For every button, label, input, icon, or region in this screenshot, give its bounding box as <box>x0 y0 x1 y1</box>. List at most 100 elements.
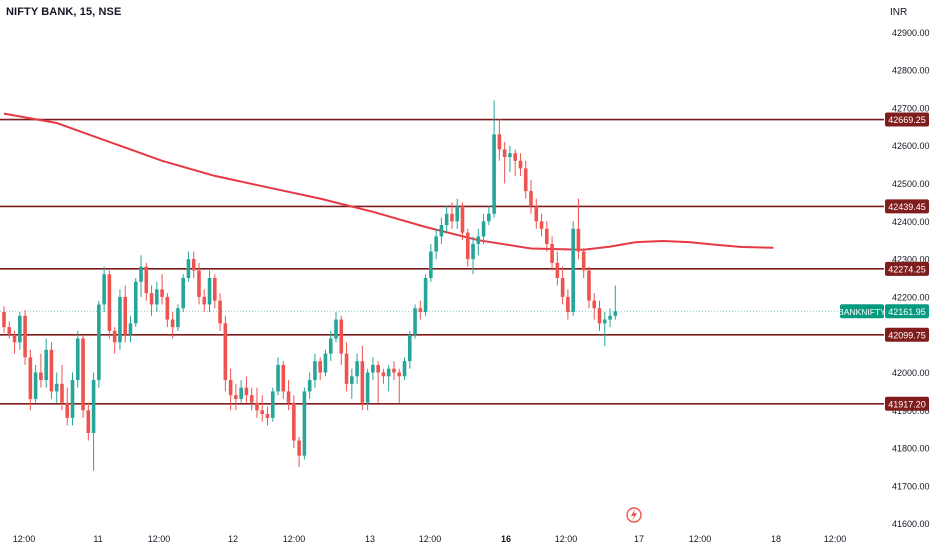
candle-body <box>112 330 117 343</box>
candle-body <box>560 278 565 297</box>
candle-body <box>281 364 286 392</box>
level-price-tag <box>885 112 929 127</box>
candle-body <box>81 338 85 411</box>
candle-body <box>144 266 149 294</box>
candle-body <box>418 308 423 313</box>
lightning-icon[interactable] <box>626 507 642 523</box>
symbol-title: NIFTY BANK, 15, NSE <box>6 6 122 18</box>
candle-body <box>376 364 380 373</box>
candle-body <box>176 308 180 328</box>
candle-body <box>33 372 38 399</box>
y-tick-label: 41800.00 <box>892 444 930 454</box>
level-price-tag <box>885 199 929 214</box>
candle-body <box>381 372 386 377</box>
level-price-label: 42439.45 <box>888 202 926 212</box>
candle-body <box>207 278 212 305</box>
candle-body <box>407 334 412 362</box>
candle-body <box>355 361 359 377</box>
candle-body <box>471 243 475 260</box>
candle-body <box>460 206 465 233</box>
candle-body <box>508 153 512 158</box>
candle-body <box>392 368 396 373</box>
candle-body <box>265 414 270 418</box>
candle-body <box>339 319 344 354</box>
y-tick-label: 41600.00 <box>892 519 930 529</box>
candle-body <box>302 391 307 456</box>
y-tick-label: 42300.00 <box>892 255 930 265</box>
candle-body <box>12 334 17 343</box>
candle-body <box>492 134 496 214</box>
candle-body <box>18 315 22 343</box>
level-price-label: 42274.25 <box>888 264 926 274</box>
candle-body <box>545 228 549 244</box>
level-price-tag <box>885 327 929 342</box>
candle-body <box>202 296 207 305</box>
candle-body <box>7 327 12 335</box>
level-price-tag <box>885 261 929 276</box>
candle-body <box>123 296 128 335</box>
candle-body <box>54 383 59 392</box>
candle-body <box>386 368 391 377</box>
candle-body <box>576 228 581 252</box>
candle-body <box>608 315 612 320</box>
candle-body <box>397 372 402 377</box>
candle-body <box>429 251 433 278</box>
candle-body <box>328 338 333 354</box>
candle-body <box>239 387 243 399</box>
candle-body <box>444 213 449 226</box>
candle-body <box>49 349 54 392</box>
candle-body <box>102 274 106 305</box>
candle-body <box>28 357 33 399</box>
candle-body <box>107 274 112 331</box>
x-tick-label: 12:00 <box>13 534 36 544</box>
candle-body <box>60 383 64 403</box>
candle-body <box>139 266 143 282</box>
x-tick-label: 18 <box>771 534 781 544</box>
y-tick-label: 42400.00 <box>892 217 930 227</box>
currency-label: INR <box>890 7 908 18</box>
y-tick-label: 42200.00 <box>892 292 930 302</box>
candle-body <box>128 323 133 335</box>
candle-body <box>592 300 597 309</box>
y-tick-label: 42500.00 <box>892 179 930 189</box>
candle-body <box>133 281 138 324</box>
candle-body <box>344 353 349 384</box>
candle-body <box>502 149 507 158</box>
symbol-tag <box>840 304 884 319</box>
candle-body <box>365 372 370 403</box>
candle-body <box>160 289 164 297</box>
candle-body <box>487 213 491 222</box>
x-tick-label: 12 <box>228 534 238 544</box>
candle-body <box>613 311 618 316</box>
y-tick-label: 41700.00 <box>892 481 930 491</box>
candle-body <box>439 225 444 237</box>
y-tick-label: 42000.00 <box>892 368 930 378</box>
candle-body <box>297 440 301 456</box>
candle-body <box>481 221 486 237</box>
candle-body <box>118 296 122 343</box>
candle-body <box>539 221 544 229</box>
candle-body <box>213 278 217 301</box>
last-price-tag <box>885 304 929 319</box>
candle-body <box>360 361 365 403</box>
candle-body <box>434 236 438 252</box>
candle-body <box>65 402 70 418</box>
level-price-label: 41917.20 <box>888 399 926 409</box>
candle-body <box>23 315 27 358</box>
x-tick-label: 11 <box>93 534 102 544</box>
y-tick-label: 41900.00 <box>892 406 930 416</box>
candle-body <box>566 296 570 313</box>
candle-body <box>571 228 575 313</box>
candle-body <box>165 296 170 320</box>
y-tick-label: 42700.00 <box>892 103 930 113</box>
candle-body <box>39 372 43 381</box>
candle-body <box>318 361 322 373</box>
candle-body <box>450 213 454 222</box>
candle-body <box>218 300 222 324</box>
candle-body <box>465 232 470 260</box>
x-tick-label: 12:00 <box>283 534 306 544</box>
candle-body <box>550 243 554 263</box>
x-tick-label: 13 <box>365 534 375 544</box>
y-tick-label: 42900.00 <box>892 28 930 38</box>
candle-body <box>270 391 275 418</box>
